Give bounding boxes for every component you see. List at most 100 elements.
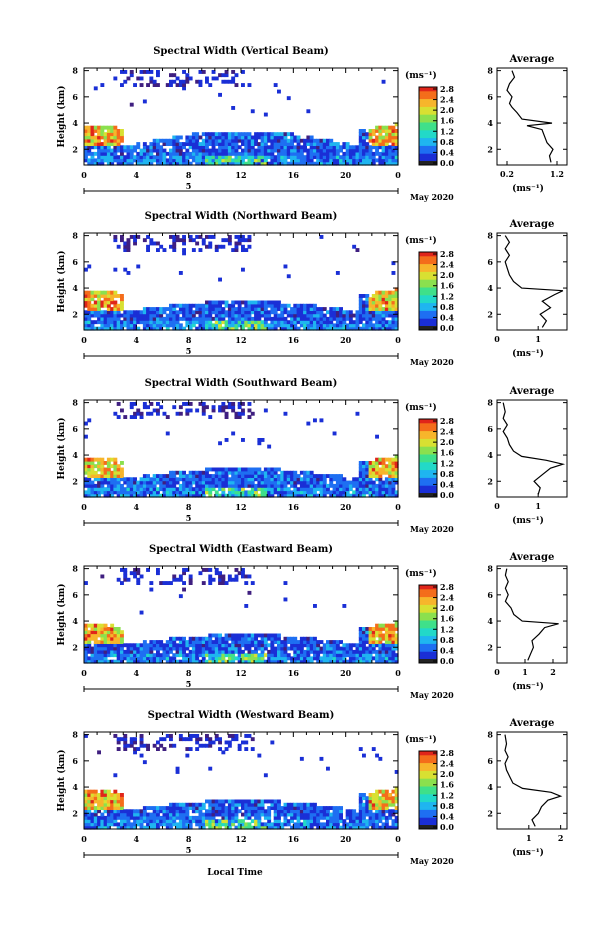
heatmap-cell — [394, 653, 399, 658]
heatmap-cell — [293, 477, 298, 482]
heatmap-cell — [208, 307, 213, 311]
heatmap-cell — [221, 659, 226, 664]
heatmap-cell — [237, 656, 242, 661]
heatmap-cell — [93, 815, 98, 820]
heatmap-cell — [129, 310, 134, 315]
heatmap-cell — [381, 490, 386, 495]
heatmap-cell — [156, 806, 160, 810]
heatmap-cell — [319, 307, 324, 311]
heatmap-cell — [90, 799, 95, 804]
heatmap-cell — [231, 161, 236, 166]
heatmap-cell — [149, 145, 154, 150]
heatmap-cell — [263, 320, 268, 325]
heatmap-cell — [149, 653, 154, 658]
heatmap-cell — [159, 822, 164, 827]
heatmap-cell — [208, 135, 213, 140]
heatmap-cell — [224, 640, 229, 644]
heatmap-cell — [208, 737, 213, 742]
heatmap-cell — [120, 135, 124, 140]
heatmap-cell — [394, 457, 399, 462]
heatmap-cell — [129, 815, 134, 820]
heatmap-cell — [123, 316, 128, 321]
heatmap-cell — [126, 145, 131, 150]
heatmap-cell — [195, 747, 200, 751]
heatmap-cell — [90, 138, 95, 143]
heatmap-cell — [394, 461, 399, 465]
heatmap-cell — [120, 819, 124, 824]
heatmap-cell — [283, 326, 288, 331]
heatmap-cell — [113, 649, 118, 654]
heatmap-cell — [146, 806, 150, 810]
heatmap-cell — [313, 493, 317, 498]
heatmap-cell — [257, 151, 262, 156]
heatmap-cell — [290, 806, 294, 810]
heatmap-cell — [358, 148, 363, 153]
heatmap-cell — [84, 806, 88, 810]
heatmap-cell — [208, 825, 213, 830]
heatmap-cell — [241, 70, 245, 74]
colorbar-segment — [419, 300, 437, 304]
heatmap-cell — [247, 415, 252, 419]
heatmap-cell — [293, 487, 298, 492]
heatmap-cell — [391, 300, 396, 305]
heatmap-cell — [227, 303, 232, 308]
heatmap-cell — [365, 477, 370, 482]
heatmap-cell — [221, 155, 226, 160]
heatmap-cell — [355, 477, 360, 482]
heatmap-cell — [283, 802, 288, 807]
heatmap-cell — [100, 812, 105, 817]
heatmap-cell — [231, 303, 236, 308]
heatmap-cell — [234, 825, 239, 830]
heatmap-cell — [293, 490, 298, 495]
heatmap-cell — [381, 815, 386, 820]
heatmap-cell — [378, 467, 383, 472]
heatmap-cell — [378, 799, 383, 804]
heatmap-cell — [90, 649, 95, 654]
heatmap-cell — [234, 155, 239, 160]
heatmap-cell — [267, 636, 272, 641]
heatmap-cell — [293, 649, 298, 654]
heatmap-cell — [146, 158, 150, 163]
heatmap-cell — [293, 643, 298, 648]
heatmap-cell — [388, 802, 393, 807]
heatmap-cell — [185, 822, 190, 827]
heatmap-cell — [375, 125, 379, 130]
heatmap-cell — [231, 577, 236, 582]
heatmap-cell — [319, 493, 324, 498]
heatmap-cell — [371, 646, 376, 651]
heatmap-cell — [146, 659, 150, 664]
heatmap-cell — [283, 155, 288, 160]
heatmap-cell — [277, 799, 281, 804]
heatmap-cell — [388, 643, 393, 648]
heatmap-cell — [188, 316, 193, 321]
heatmap-cell — [250, 316, 255, 321]
heatmap-cell — [162, 310, 167, 315]
heatmap-cell — [221, 477, 226, 482]
heatmap-cells — [84, 734, 399, 830]
heatmap-cell — [149, 806, 154, 810]
heatmap-cell — [319, 646, 324, 651]
heatmap-cell — [362, 467, 366, 472]
heatmap-cell — [365, 294, 370, 298]
heatmap-cell — [306, 483, 311, 488]
heatmap-cell — [162, 477, 167, 482]
colorbar-segment — [419, 434, 437, 437]
heatmap-cell — [211, 235, 216, 239]
heatmap-cell — [178, 490, 183, 495]
heatmap-cell — [182, 248, 186, 252]
heatmap-cell — [270, 132, 275, 137]
heatmap-cell — [368, 799, 373, 804]
heatmap-cell — [348, 155, 353, 160]
heatmap-cell — [84, 483, 88, 488]
heatmap-cell — [126, 487, 131, 492]
heatmap-cell — [247, 822, 252, 827]
heatmap-cell — [149, 310, 154, 315]
heatmap-cell — [345, 148, 350, 153]
heatmap-cell — [375, 806, 379, 810]
heatmap-cell — [227, 799, 232, 804]
heatmap-cell — [195, 740, 200, 745]
heatmap-cell — [299, 646, 304, 651]
heatmap-cell — [231, 636, 236, 641]
heatmap-cell — [90, 161, 95, 166]
heatmap-cell — [152, 148, 157, 153]
